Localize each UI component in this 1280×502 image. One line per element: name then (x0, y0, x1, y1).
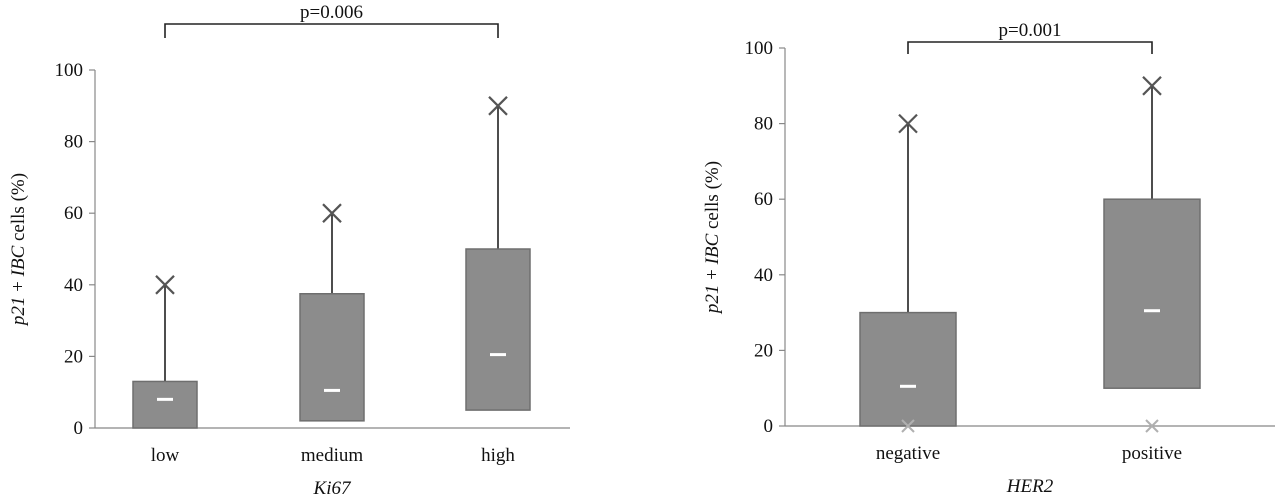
significance-ki67: p=0.006 (164, 2, 499, 38)
y-title-part: IBC (8, 245, 29, 277)
significance-bracket (164, 23, 499, 38)
box-positive (1103, 76, 1201, 433)
boxes-her2 (859, 76, 1201, 433)
y-tick-label: 60 (64, 203, 83, 224)
y-tick-label: 100 (55, 60, 84, 81)
y-title-part: IBC (702, 233, 723, 265)
y-title-part: p21 (8, 297, 29, 328)
y-title-part: + (702, 264, 723, 284)
x-axis-title-ki67: Ki67 (313, 478, 352, 499)
max-marker (322, 203, 342, 223)
max-marker-stroke (155, 275, 175, 295)
min-marker (1145, 419, 1159, 433)
y-tick-label: 20 (754, 340, 773, 361)
boxes-ki67 (132, 96, 531, 429)
min-marker-stroke (1145, 419, 1159, 433)
y-title-part: cells (%) (8, 173, 29, 246)
y-tick-label: 80 (64, 132, 83, 153)
box-body (1103, 198, 1201, 389)
box-body (859, 311, 957, 427)
x-tick-label: negative (876, 443, 940, 464)
y-title-part: + (8, 276, 29, 296)
y-tick-label: 0 (764, 416, 774, 437)
y-title-part: cells (%) (702, 161, 723, 234)
max-marker-stroke (322, 203, 342, 223)
x-axis-title-her2: HER2 (1006, 476, 1054, 497)
box-negative (859, 113, 957, 433)
x-tick-labels-her2: negative positive (876, 443, 1182, 464)
box-low (132, 275, 198, 429)
box-medium (299, 203, 365, 422)
p-value-label: p=0.001 (999, 20, 1062, 41)
y-tick-label: 60 (754, 189, 773, 210)
min-marker-stroke (901, 419, 915, 433)
x-tick-label: low (151, 445, 180, 466)
p-value-label: p=0.006 (300, 2, 363, 23)
min-marker (901, 419, 915, 433)
x-tick-label: high (481, 445, 515, 466)
y-title-part: p21 (702, 285, 723, 316)
y-tick-label: 40 (64, 275, 83, 296)
y-axis-title-ki67: p21 + IBC cells (%) (8, 173, 29, 327)
y-tick-label: 0 (74, 418, 84, 439)
y-axis-title-her2: p21 + IBC cells (%) (702, 161, 723, 315)
x-tick-labels-ki67: low medium high (151, 445, 516, 466)
y-ticks-her2: 0 20 40 60 80 100 (745, 38, 785, 437)
x-tick-label: medium (301, 445, 363, 466)
max-marker (1142, 76, 1162, 96)
y-ticks-ki67: 0 20 40 60 80 100 (55, 60, 95, 439)
y-tick-label: 20 (64, 346, 83, 367)
max-marker (488, 96, 508, 116)
max-marker (898, 113, 918, 134)
y-tick-label: 100 (745, 38, 774, 59)
y-tick-label: 40 (754, 265, 773, 286)
box-high (465, 96, 531, 411)
significance-her2: p=0.001 (907, 20, 1153, 54)
y-tick-label: 80 (754, 114, 773, 135)
significance-bracket (907, 41, 1153, 54)
chart-her2: 0 20 40 60 80 100 negative positive p=0.001 HE… (702, 20, 1275, 497)
box-body (132, 380, 198, 429)
box-body (299, 293, 365, 422)
max-marker-stroke (1142, 76, 1162, 96)
box-body (465, 248, 531, 411)
max-marker-stroke (898, 113, 918, 134)
max-marker (155, 275, 175, 295)
max-marker-stroke (488, 96, 508, 116)
x-tick-label: positive (1122, 443, 1182, 464)
